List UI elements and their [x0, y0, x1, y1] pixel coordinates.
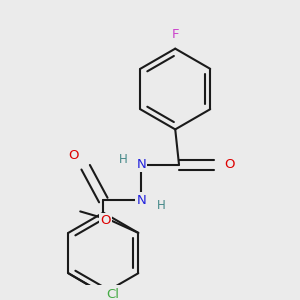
- Text: O: O: [224, 158, 235, 171]
- Text: F: F: [172, 28, 179, 41]
- Text: N: N: [136, 194, 146, 207]
- Text: N: N: [136, 158, 146, 171]
- Text: O: O: [68, 149, 78, 162]
- Text: O: O: [100, 214, 111, 227]
- Text: H: H: [119, 153, 128, 166]
- Text: Cl: Cl: [106, 288, 119, 300]
- Text: H: H: [157, 199, 166, 212]
